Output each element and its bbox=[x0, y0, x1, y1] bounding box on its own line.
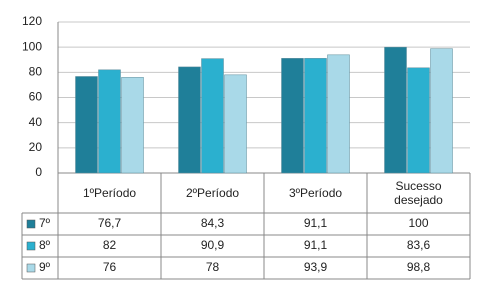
y-tick-label: 60 bbox=[29, 90, 43, 104]
legend-swatch bbox=[26, 219, 36, 229]
value-label: 91,1 bbox=[304, 238, 328, 252]
value-label: 78 bbox=[206, 260, 220, 274]
category-cell: 1ºPeríodo bbox=[82, 186, 137, 200]
value-label: 91,1 bbox=[304, 216, 328, 230]
bar bbox=[430, 48, 453, 174]
y-tick-label: 0 bbox=[35, 165, 42, 179]
bar bbox=[384, 46, 407, 174]
value-label: 98,8 bbox=[407, 260, 431, 274]
category-cell: 2ºPeríodo bbox=[185, 186, 240, 200]
y-tick-label: 40 bbox=[29, 115, 43, 129]
y-tick-label: 120 bbox=[22, 14, 42, 28]
category-cell: Sucesso desejado bbox=[394, 179, 443, 207]
bar bbox=[327, 54, 350, 174]
value-label: 90,9 bbox=[201, 238, 225, 252]
legend-label: 8º bbox=[39, 238, 51, 252]
bar bbox=[98, 69, 121, 174]
bar bbox=[407, 67, 430, 174]
y-tick-label: 100 bbox=[22, 39, 42, 53]
value-label: 100 bbox=[408, 216, 428, 230]
bar bbox=[75, 76, 98, 174]
value-label: 76,7 bbox=[98, 216, 122, 230]
legend-label: 7º bbox=[39, 216, 51, 230]
x-tick-label: 3ºPeríodo bbox=[288, 186, 343, 200]
y-tick-label: 20 bbox=[29, 140, 43, 154]
bar bbox=[201, 58, 224, 174]
value-label: 76 bbox=[103, 260, 117, 274]
value-label: 84,3 bbox=[201, 216, 225, 230]
bar bbox=[224, 74, 247, 174]
bar bbox=[178, 66, 201, 174]
legend-swatch bbox=[26, 263, 36, 273]
x-tick-label: 2ºPeríodo bbox=[185, 186, 240, 200]
y-tick-label: 80 bbox=[29, 65, 43, 79]
value-label: 82 bbox=[103, 238, 117, 252]
x-tick-label: 1ºPeríodo bbox=[82, 186, 137, 200]
legend-label: 9º bbox=[39, 260, 51, 274]
bar bbox=[304, 58, 327, 174]
bar bbox=[281, 58, 304, 174]
category-cell: 3ºPeríodo bbox=[288, 186, 343, 200]
x-tick-label: Sucesso desejado bbox=[394, 179, 443, 207]
legend-swatch bbox=[26, 241, 36, 251]
value-label: 83,6 bbox=[407, 238, 431, 252]
bar bbox=[121, 77, 144, 174]
value-label: 93,9 bbox=[304, 260, 328, 274]
